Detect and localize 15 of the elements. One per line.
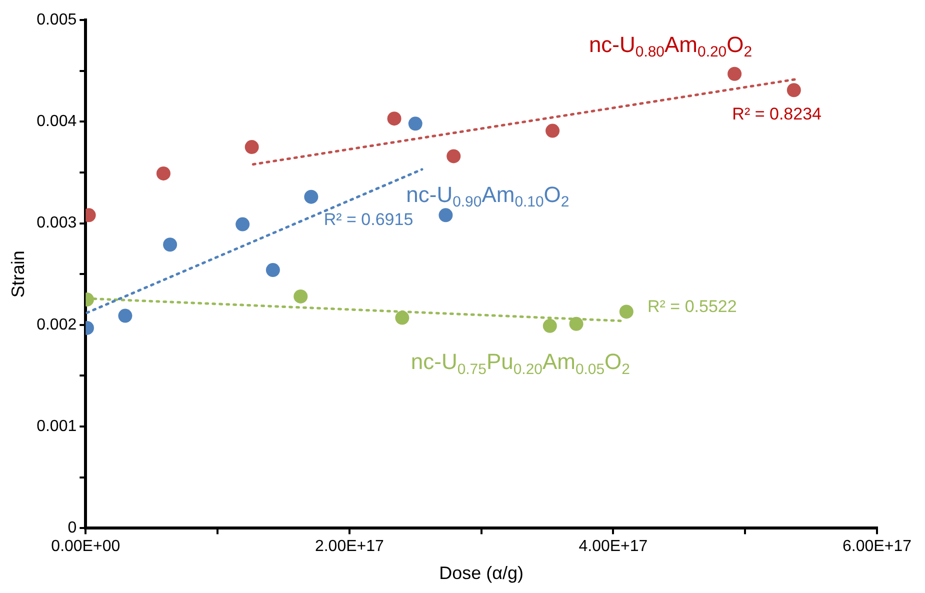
y-tick-label: 0 [68,520,77,537]
x-axis-title: Dose (α/g) [439,563,524,584]
annotation: R² = 0.5522 [648,296,737,316]
y-tick-label: 0.004 [36,113,77,130]
y-tick-label: 0.005 [36,11,77,28]
annotation: R² = 0.6915 [324,210,414,229]
x-tick-label: 2.00E+17 [314,538,384,556]
annotation: R² = 0.8234 [732,104,822,124]
x-tick-label: 6.00E+17 [842,538,912,556]
y-tick-label: 0.001 [36,418,77,435]
x-tick-label: 4.00E+17 [578,538,648,556]
y-tick-label: 0.002 [36,316,77,334]
y-axis-title: Strain [8,250,28,298]
y-tick-label: 0.003 [36,214,77,232]
x-tick-label: 0.00E+00 [51,538,120,556]
